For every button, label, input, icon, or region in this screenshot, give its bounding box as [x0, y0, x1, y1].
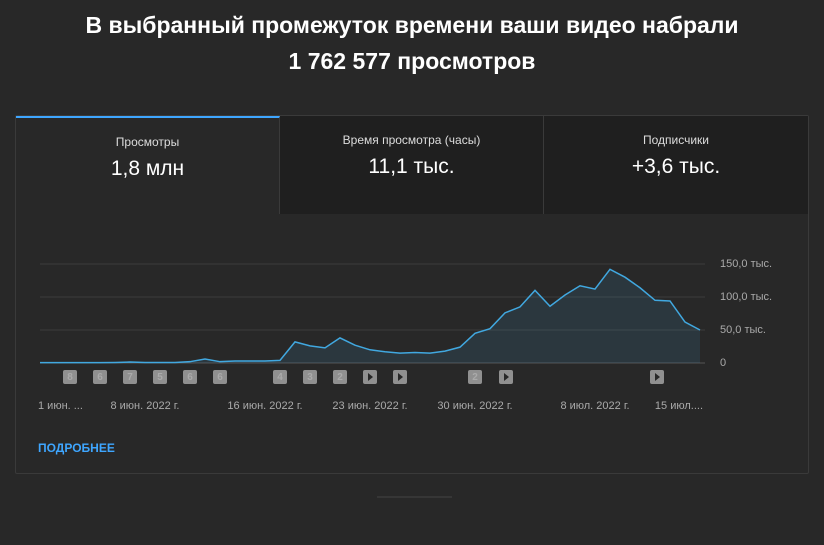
tab-value: 11,1 тыс. [368, 155, 455, 178]
upload-badge[interactable] [93, 370, 107, 384]
upload-count: 6 [187, 372, 193, 383]
card: Просмотры 1,8 млн Время просмотра (часы) 1… [15, 115, 809, 474]
upload-badge[interactable] [123, 370, 137, 384]
y-tick-label: 0 [720, 357, 726, 369]
upload-count: 7 [127, 372, 133, 383]
upload-count: 6 [217, 372, 223, 383]
upload-count: 5 [157, 372, 163, 383]
upload-badge[interactable] [63, 370, 77, 384]
tab[interactable]: Подписчики +3,6 тыс. [544, 116, 808, 214]
tab-value: +3,6 тыс. [631, 155, 721, 178]
x-tick-label: 15 июл.... [655, 400, 703, 412]
upload-count: 6 [97, 372, 103, 383]
upload-count: 8 [67, 372, 73, 383]
x-tick-label: 30 июн. 2022 г. [437, 400, 512, 412]
title: В выбранный промежуток времени ваши виде… [85, 12, 739, 38]
upload-badge[interactable] [333, 370, 347, 384]
x-tick-label: 8 июн. 2022 г. [110, 400, 179, 412]
area [40, 269, 700, 363]
more-link[interactable]: ПОДРОБНЕЕ [38, 441, 115, 455]
tab-label: Просмотры [115, 135, 180, 149]
upload-badge[interactable] [303, 370, 317, 384]
upload-count: 2 [472, 372, 478, 383]
x-tick-label: 8 июл. 2022 г. [560, 400, 629, 412]
upload-badge[interactable] [273, 370, 287, 384]
upload-badge[interactable] [468, 370, 482, 384]
upload-badge[interactable] [153, 370, 167, 384]
x-tick-label: 1 июн. ... [38, 400, 83, 412]
upload-badge[interactable] [213, 370, 227, 384]
line [40, 268, 701, 364]
tab-label: Подписчики [642, 133, 709, 147]
tab[interactable]: Время просмотра (часы) 11,1 тыс. [280, 116, 544, 214]
tab[interactable]: Просмотры 1,8 млн [16, 116, 280, 214]
x-tick-label: 16 июн. 2022 г. [227, 400, 302, 412]
upload-count: 2 [337, 372, 343, 383]
upload-badge[interactable] [183, 370, 197, 384]
tab-value: 1,8 млн [110, 157, 185, 180]
upload-count: 4 [277, 372, 283, 383]
x-tick-label: 23 июн. 2022 г. [332, 400, 407, 412]
play-icons [363, 370, 664, 384]
y-tick-label: 50,0 тыс. [720, 324, 766, 336]
y-tick-label: 150,0 тыс. [720, 258, 772, 270]
upload-count: 3 [307, 372, 313, 383]
y-tick-label: 100,0 тыс. [720, 291, 772, 303]
tab-label: Время просмотра (часы) [342, 133, 481, 147]
total: 1 762 577 просмотров [288, 48, 536, 74]
